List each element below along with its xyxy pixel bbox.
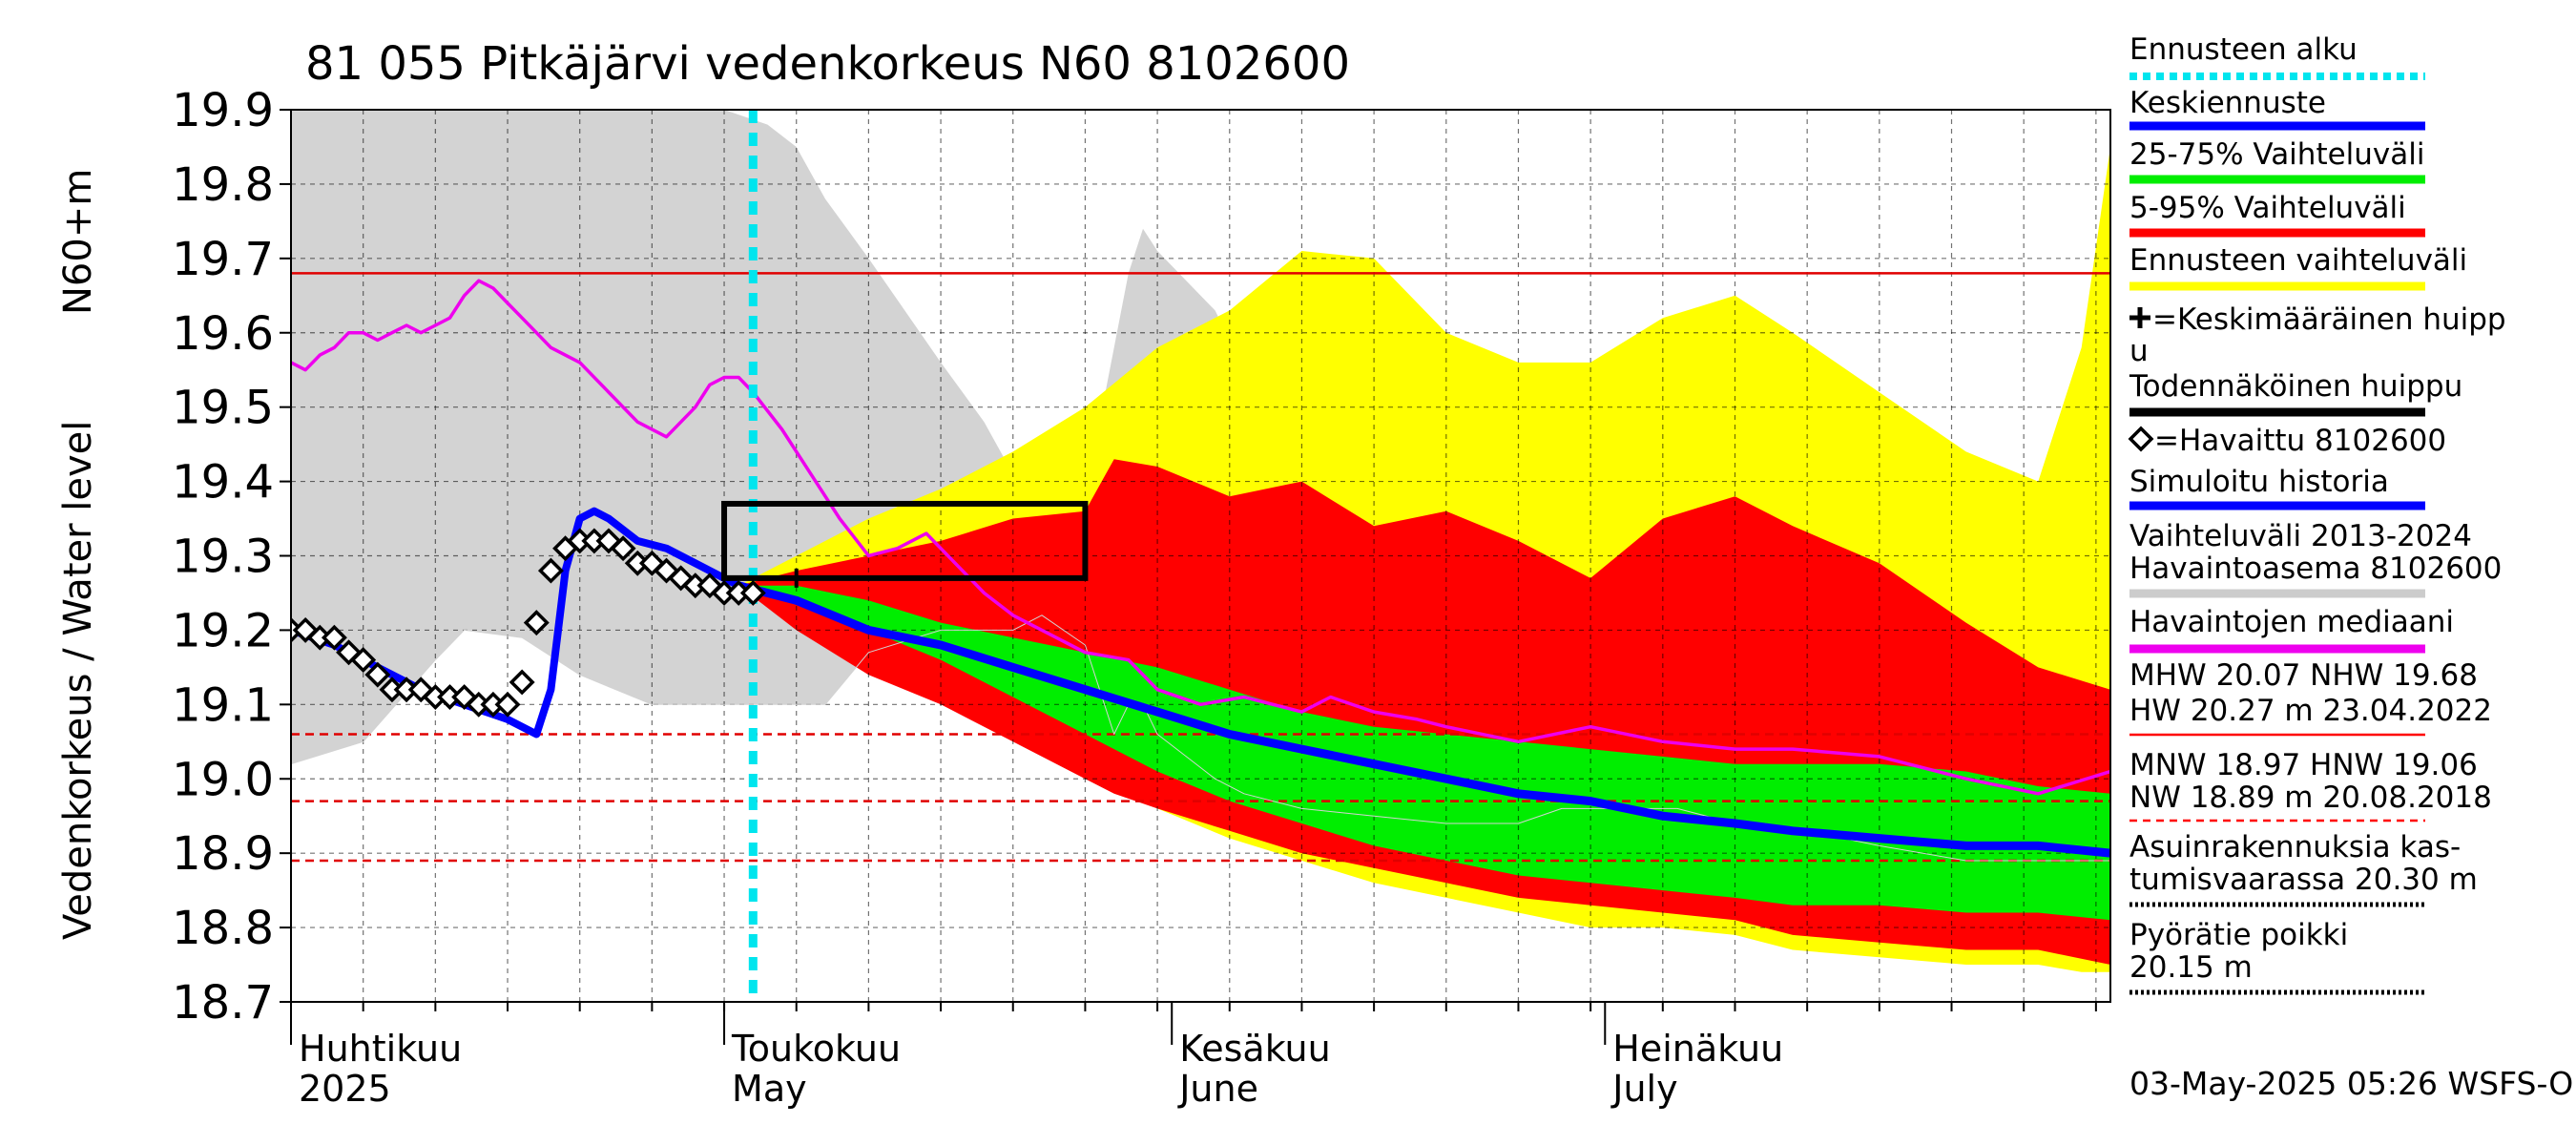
- expected-peak-box: [721, 500, 1089, 581]
- legend-label: Vaihteluväli 2013-2024: [2129, 519, 2472, 553]
- y-tick-label: 19.0: [172, 753, 274, 806]
- legend-diamond-marker: [2128, 426, 2154, 452]
- y-tick-label: 18.8: [172, 902, 274, 955]
- observed-point: [638, 550, 665, 576]
- legend-label: Ennusteen alku: [2129, 32, 2358, 67]
- observed-point: [321, 624, 347, 651]
- month-label-en: 2025: [299, 1068, 391, 1110]
- legend-label: Pyörätie poikki: [2129, 918, 2348, 952]
- legend-label-line2: Havaintoasema 8102600: [2129, 552, 2502, 586]
- observed-point: [537, 557, 564, 584]
- median-forecast-line: [737, 581, 2110, 858]
- y-tick-label: 18.9: [172, 827, 274, 881]
- observed-point: [668, 565, 695, 592]
- legend-label: Ennusteen vaihteluväli: [2129, 243, 2467, 278]
- legend-label: Keskiennuste: [2129, 86, 2326, 120]
- legend-label: =Havaittu 8102600: [2154, 424, 2446, 458]
- y-tick-label: 18.7: [172, 976, 274, 1030]
- observed-median-line: [291, 279, 2110, 796]
- legend-label: 25-75% Vaihteluväli: [2129, 137, 2425, 172]
- observed-point: [494, 691, 521, 718]
- y-tick-label: 19.6: [172, 307, 274, 361]
- legend-label: MNW 18.97 HNW 19.06: [2129, 748, 2478, 782]
- legend-label-line2: u: [2129, 334, 2149, 368]
- observed-point: [336, 639, 363, 666]
- legend-label: MHW 20.07 NHW 19.68: [2129, 658, 2478, 693]
- observed-point: [610, 535, 636, 562]
- month-label-fi: Kesäkuu: [1179, 1028, 1331, 1070]
- legend-label-line2: NW 18.89 m 20.08.2018: [2129, 781, 2492, 815]
- month-label-fi: Heinäkuu: [1612, 1028, 1783, 1070]
- y-tick-label: 19.2: [172, 604, 274, 657]
- legend-label-line2: HW 20.27 m 23.04.2022: [2129, 694, 2492, 728]
- legend-label: 5-95% Vaihteluväli: [2129, 191, 2406, 225]
- observed-point: [739, 579, 766, 606]
- legend-label: Todennäköinen huippu: [2129, 369, 2462, 404]
- y-axis-unit-label: N60+m: [56, 169, 100, 315]
- legend-label: =Keskimääräinen huipp: [2152, 302, 2506, 337]
- range-25-75-band: [738, 585, 2110, 921]
- y-tick-label: 19.8: [172, 158, 274, 212]
- legend-label-line2: tumisvaarassa 20.30 m: [2129, 863, 2478, 897]
- legend-label: Havaintojen mediaani: [2129, 605, 2454, 639]
- observed-point: [523, 610, 550, 636]
- y-axis-label: Vedenkorkeus / Water level: [56, 421, 100, 940]
- month-label-fi: Huhtikuu: [299, 1028, 462, 1070]
- y-tick-label: 19.3: [172, 531, 274, 584]
- observed-point: [364, 661, 391, 688]
- legend-label-line2: 20.15 m: [2129, 950, 2253, 985]
- y-tick-label: 19.1: [172, 678, 274, 732]
- observed-point: [509, 669, 535, 696]
- y-tick-label: 19.9: [172, 84, 274, 137]
- observed-point: [350, 647, 377, 674]
- chart-title: 81 055 Pitkäjärvi vedenkorkeus N60 81026…: [305, 37, 1350, 91]
- legend-label: Simuloitu historia: [2129, 465, 2389, 499]
- month-label-en: July: [1610, 1068, 1677, 1110]
- y-tick-label: 19.5: [172, 382, 274, 435]
- observed-point: [292, 616, 319, 643]
- month-label-fi: Toukokuu: [731, 1028, 901, 1070]
- observed-point: [451, 684, 478, 711]
- observed-point: [595, 528, 622, 554]
- y-tick-label: 19.4: [172, 456, 274, 510]
- observed-point: [696, 572, 723, 599]
- timestamp: 03-May-2025 05:26 WSFS-O: [2129, 1065, 2573, 1102]
- y-tick-label: 19.7: [172, 233, 274, 286]
- month-label-en: May: [732, 1068, 807, 1110]
- month-label-en: June: [1177, 1068, 1258, 1110]
- legend-label: Asuinrakennuksia kas-: [2129, 830, 2461, 864]
